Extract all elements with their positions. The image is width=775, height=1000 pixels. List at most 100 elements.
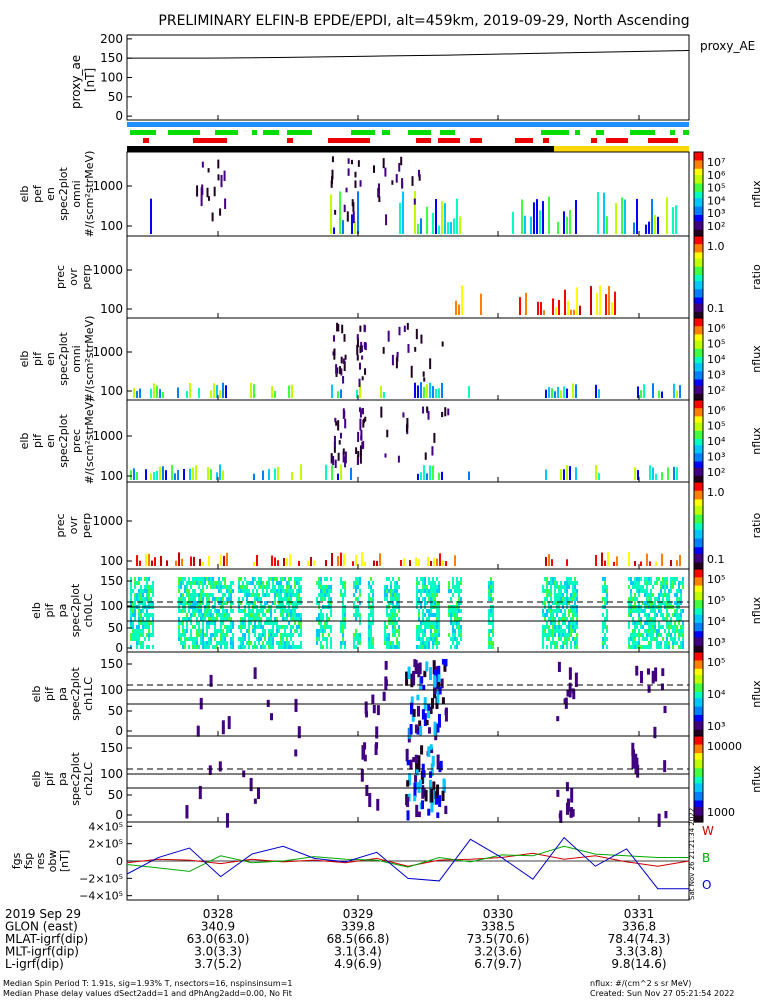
spectrogram-cell bbox=[417, 473, 419, 480]
pitch-angle-cell bbox=[320, 585, 322, 589]
pitch-angle-cell bbox=[436, 784, 440, 799]
pitch-angle-cell bbox=[226, 585, 228, 589]
pitch-angle-cell bbox=[134, 637, 136, 641]
ratio-cell bbox=[676, 560, 678, 566]
pitch-angle-cell bbox=[266, 581, 268, 585]
pitch-angle-cell bbox=[282, 601, 284, 605]
pitch-angle-cell bbox=[359, 589, 361, 593]
pitch-angle-cell bbox=[290, 625, 292, 629]
pitch-angle-cell bbox=[146, 589, 148, 593]
colorbar-segment bbox=[694, 473, 703, 477]
pitch-angle-cell bbox=[574, 597, 576, 601]
pitch-angle-cell bbox=[230, 585, 232, 589]
pitch-angle-cell bbox=[548, 617, 550, 621]
colorbar-tick-label: 10⁶ bbox=[707, 322, 726, 335]
pitch-angle-cell bbox=[220, 625, 222, 629]
spectrogram-cell bbox=[438, 225, 440, 234]
pitch-angle-cell bbox=[196, 725, 200, 737]
ratio-cell bbox=[307, 560, 309, 566]
ratio-cell bbox=[458, 304, 460, 315]
pitch-angle-cell bbox=[386, 589, 388, 593]
spectrogram-cell bbox=[598, 473, 600, 480]
spectrogram-cell bbox=[426, 406, 429, 412]
pitch-angle-cell bbox=[134, 617, 136, 621]
pitch-angle-cell bbox=[256, 637, 258, 641]
spectrogram-cell bbox=[153, 383, 155, 398]
pitch-angle-cell bbox=[438, 613, 440, 617]
pitch-angle-cell bbox=[242, 609, 244, 613]
pitch-angle-cell bbox=[254, 625, 256, 629]
colorbar-segment bbox=[694, 602, 703, 605]
pitch-angle-cell bbox=[554, 593, 556, 597]
pitch-angle-cell bbox=[396, 621, 398, 625]
pitch-angle-cell bbox=[384, 589, 386, 593]
colorbar-segment bbox=[694, 402, 703, 405]
pitch-angle-cell bbox=[632, 617, 634, 621]
pitch-angle-cell bbox=[566, 581, 568, 585]
panel-ytick-label: 150 bbox=[100, 657, 123, 671]
pitch-angle-cell bbox=[438, 585, 440, 589]
spectrogram-cell bbox=[334, 209, 337, 215]
pitch-angle-cell bbox=[394, 613, 396, 617]
pitch-angle-cell bbox=[194, 613, 196, 617]
pitch-angle-cell bbox=[546, 621, 548, 625]
pitch-angle-cell bbox=[284, 577, 286, 581]
pitch-angle-cell bbox=[238, 601, 240, 605]
pitch-angle-cell bbox=[438, 629, 440, 633]
pitch-angle-cell bbox=[568, 577, 570, 581]
pitch-angle-cell bbox=[330, 629, 332, 633]
colorbar-segment bbox=[694, 787, 703, 791]
pitch-angle-cell bbox=[420, 745, 424, 755]
pitch-angle-cell bbox=[650, 581, 652, 585]
pitch-angle-cell bbox=[260, 601, 262, 605]
pitch-angle-cell bbox=[436, 641, 438, 645]
colorbar-segment bbox=[694, 746, 703, 750]
pitch-angle-cell bbox=[280, 641, 282, 645]
pitch-angle-cell bbox=[220, 621, 222, 625]
ratio-cell bbox=[286, 557, 288, 566]
spectrogram-cell bbox=[557, 221, 559, 234]
spectrogram-cell bbox=[325, 464, 327, 480]
pitch-angle-cell bbox=[674, 625, 676, 629]
pitch-angle-cell bbox=[190, 617, 192, 621]
spectrogram-cell bbox=[345, 187, 348, 193]
timebar-green-segment bbox=[541, 130, 569, 135]
pitch-angle-cell bbox=[220, 645, 222, 649]
pitch-angle-cell bbox=[632, 633, 634, 637]
pitch-angle-cell bbox=[274, 589, 276, 593]
colorbar-tick-label: 10³ bbox=[707, 636, 725, 649]
spectrogram-cell bbox=[356, 344, 359, 356]
colorbar-tick-label: 10⁵ bbox=[707, 656, 725, 669]
pitch-angle-cell bbox=[542, 625, 544, 629]
pitch-angle-cell bbox=[420, 621, 422, 625]
spectrogram-cell bbox=[675, 205, 677, 234]
pitch-angle-cell bbox=[416, 645, 418, 649]
pitch-angle-cell bbox=[200, 637, 202, 641]
spectrogram-cell bbox=[177, 387, 179, 398]
ratio-cell bbox=[256, 555, 258, 566]
pitch-angle-cell bbox=[388, 645, 390, 649]
pitch-angle-cell bbox=[432, 637, 434, 641]
ratio-cell bbox=[415, 557, 417, 566]
pitch-angle-cell bbox=[490, 585, 492, 589]
pitch-angle-cell bbox=[252, 629, 254, 633]
fgs-ylabel-line: [nT] bbox=[58, 850, 71, 872]
pitch-angle-cell bbox=[674, 581, 676, 585]
pitch-angle-cell bbox=[438, 609, 440, 613]
spectrogram-cell bbox=[575, 467, 577, 480]
pitch-angle-cell bbox=[186, 617, 188, 621]
pitch-angle-cell bbox=[558, 617, 560, 621]
pitch-angle-cell bbox=[250, 601, 252, 605]
pitch-angle-cell bbox=[405, 748, 409, 762]
ratio-cell bbox=[640, 561, 642, 566]
pitch-angle-cell bbox=[342, 629, 344, 633]
pitch-angle-cell bbox=[420, 625, 422, 629]
pitch-angle-cell bbox=[646, 581, 648, 585]
pitch-angle-cell bbox=[568, 609, 570, 613]
pitch-angle-cell bbox=[260, 633, 262, 637]
pitch-angle-cell bbox=[412, 756, 416, 763]
pitch-angle-cell bbox=[424, 633, 426, 637]
spectrogram-cell bbox=[645, 224, 647, 234]
colorbar-segment bbox=[694, 562, 703, 566]
pitch-angle-cell bbox=[284, 633, 286, 637]
